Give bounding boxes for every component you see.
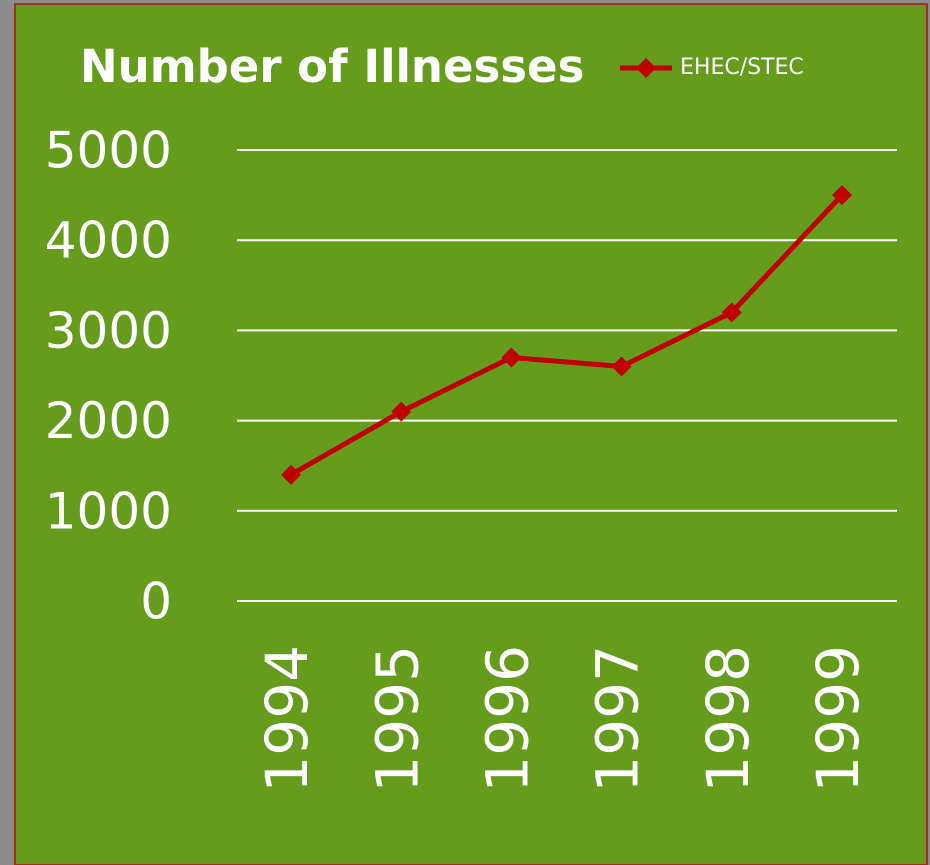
legend-marker [636,58,656,78]
x-tick-label: 1999 [804,645,872,793]
marker [832,185,852,206]
x-tick-label: 1998 [694,645,762,793]
x-tick-label: 1994 [253,645,321,793]
y-tick-label: 3000 [45,302,172,360]
y-tick-label: 0 [140,573,172,631]
series-line [289,193,844,477]
y-tick-label: 5000 [45,122,172,180]
x-tick-label: 1995 [363,645,431,793]
marker [501,347,522,368]
panel [14,3,928,865]
y-tick-label: 2000 [45,392,172,450]
marker [391,401,412,422]
legend-label: EHEC/STEC [680,55,804,80]
x-tick-label: 1996 [474,645,542,793]
chart-title: Number of Illnesses [80,40,584,93]
marker [721,302,742,323]
x-tick-label: 1997 [584,645,652,793]
y-tick-label: 4000 [45,212,172,270]
y-tick-label: 1000 [45,482,172,540]
marker [281,464,301,485]
marker [611,356,632,377]
